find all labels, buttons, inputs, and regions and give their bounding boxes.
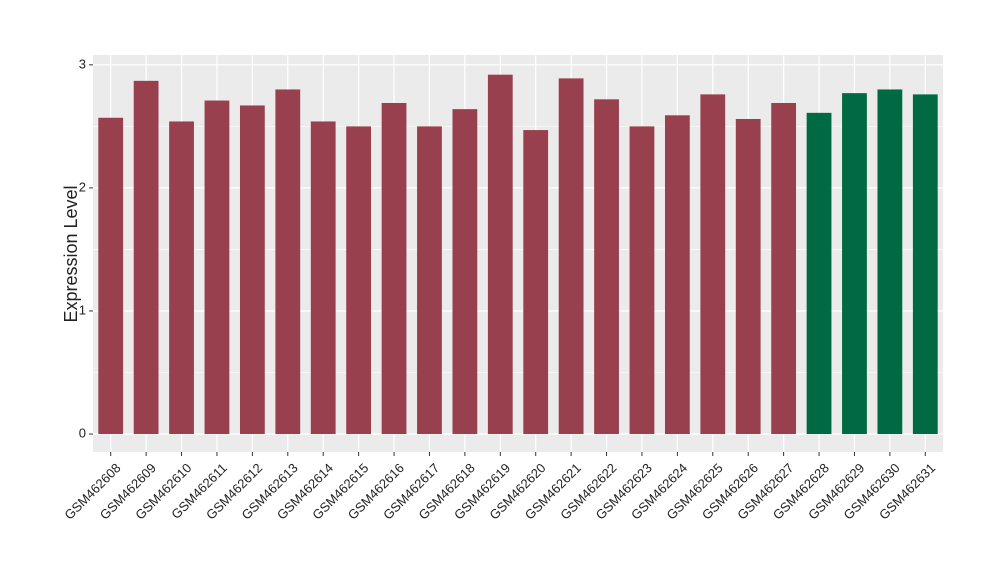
bar xyxy=(133,80,159,435)
y-tick-label: 3 xyxy=(79,56,86,71)
bar xyxy=(346,126,372,435)
bar xyxy=(664,115,690,435)
bar xyxy=(912,94,938,435)
bar xyxy=(629,126,655,435)
panel xyxy=(93,55,943,452)
y-axis-label: Expression Level xyxy=(61,185,81,322)
bar xyxy=(771,102,797,435)
bar xyxy=(735,118,761,435)
bar xyxy=(842,93,867,435)
bar xyxy=(806,112,832,435)
y-tick-label: 2 xyxy=(79,179,86,194)
bar xyxy=(487,74,513,435)
bar xyxy=(169,121,194,435)
bar xyxy=(98,117,124,435)
bar xyxy=(275,89,301,435)
bar xyxy=(204,100,230,435)
bar xyxy=(877,89,903,435)
bar xyxy=(417,126,442,435)
bar xyxy=(310,121,336,435)
y-tick-label: 1 xyxy=(79,302,86,317)
bar xyxy=(558,78,584,435)
bar xyxy=(523,130,549,435)
bar xyxy=(700,94,726,435)
bar xyxy=(594,99,619,435)
y-tick-label: 0 xyxy=(79,425,86,440)
bar xyxy=(239,105,265,435)
bar xyxy=(452,109,478,435)
bar xyxy=(381,102,407,435)
